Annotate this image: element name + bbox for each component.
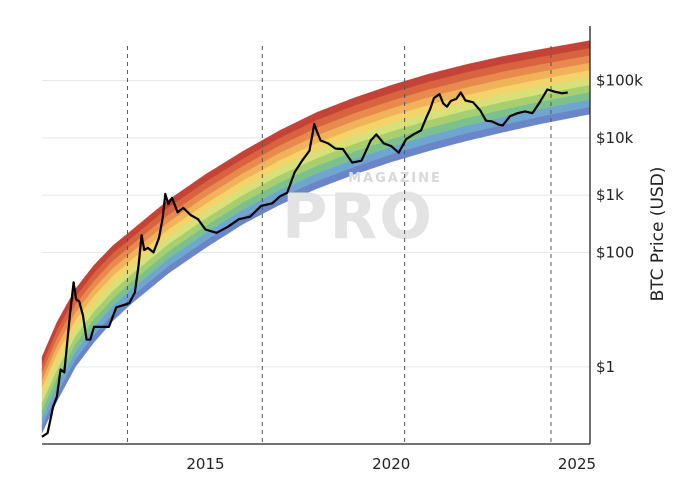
x-tick-label: 2015 [186, 455, 224, 473]
x-tick-labels: 2015 2020 2025 [186, 455, 596, 473]
halving-lines [126, 46, 552, 444]
axes [42, 26, 591, 445]
y-tick-label: $100k [596, 72, 643, 90]
x-tick-label: 2025 [558, 455, 596, 473]
watermark: MAGAZINE PRO [282, 171, 442, 253]
price-series [41, 88, 568, 438]
btc-price-line [41, 88, 568, 438]
y-tick-label: $100 [596, 243, 634, 261]
y-axis-title: BTC Price (USD) [648, 167, 668, 302]
y-tick-label: $10k [596, 129, 634, 147]
y-tick-labels: $1 $100 $1k $10k $100k [596, 72, 643, 376]
watermark-magazine: MAGAZINE [348, 171, 442, 186]
y-tick-label: $1k [596, 186, 624, 204]
x-tick-label: 2020 [372, 455, 410, 473]
y-tick-label: $1 [596, 358, 615, 376]
watermark-pro: PRO [282, 180, 434, 253]
